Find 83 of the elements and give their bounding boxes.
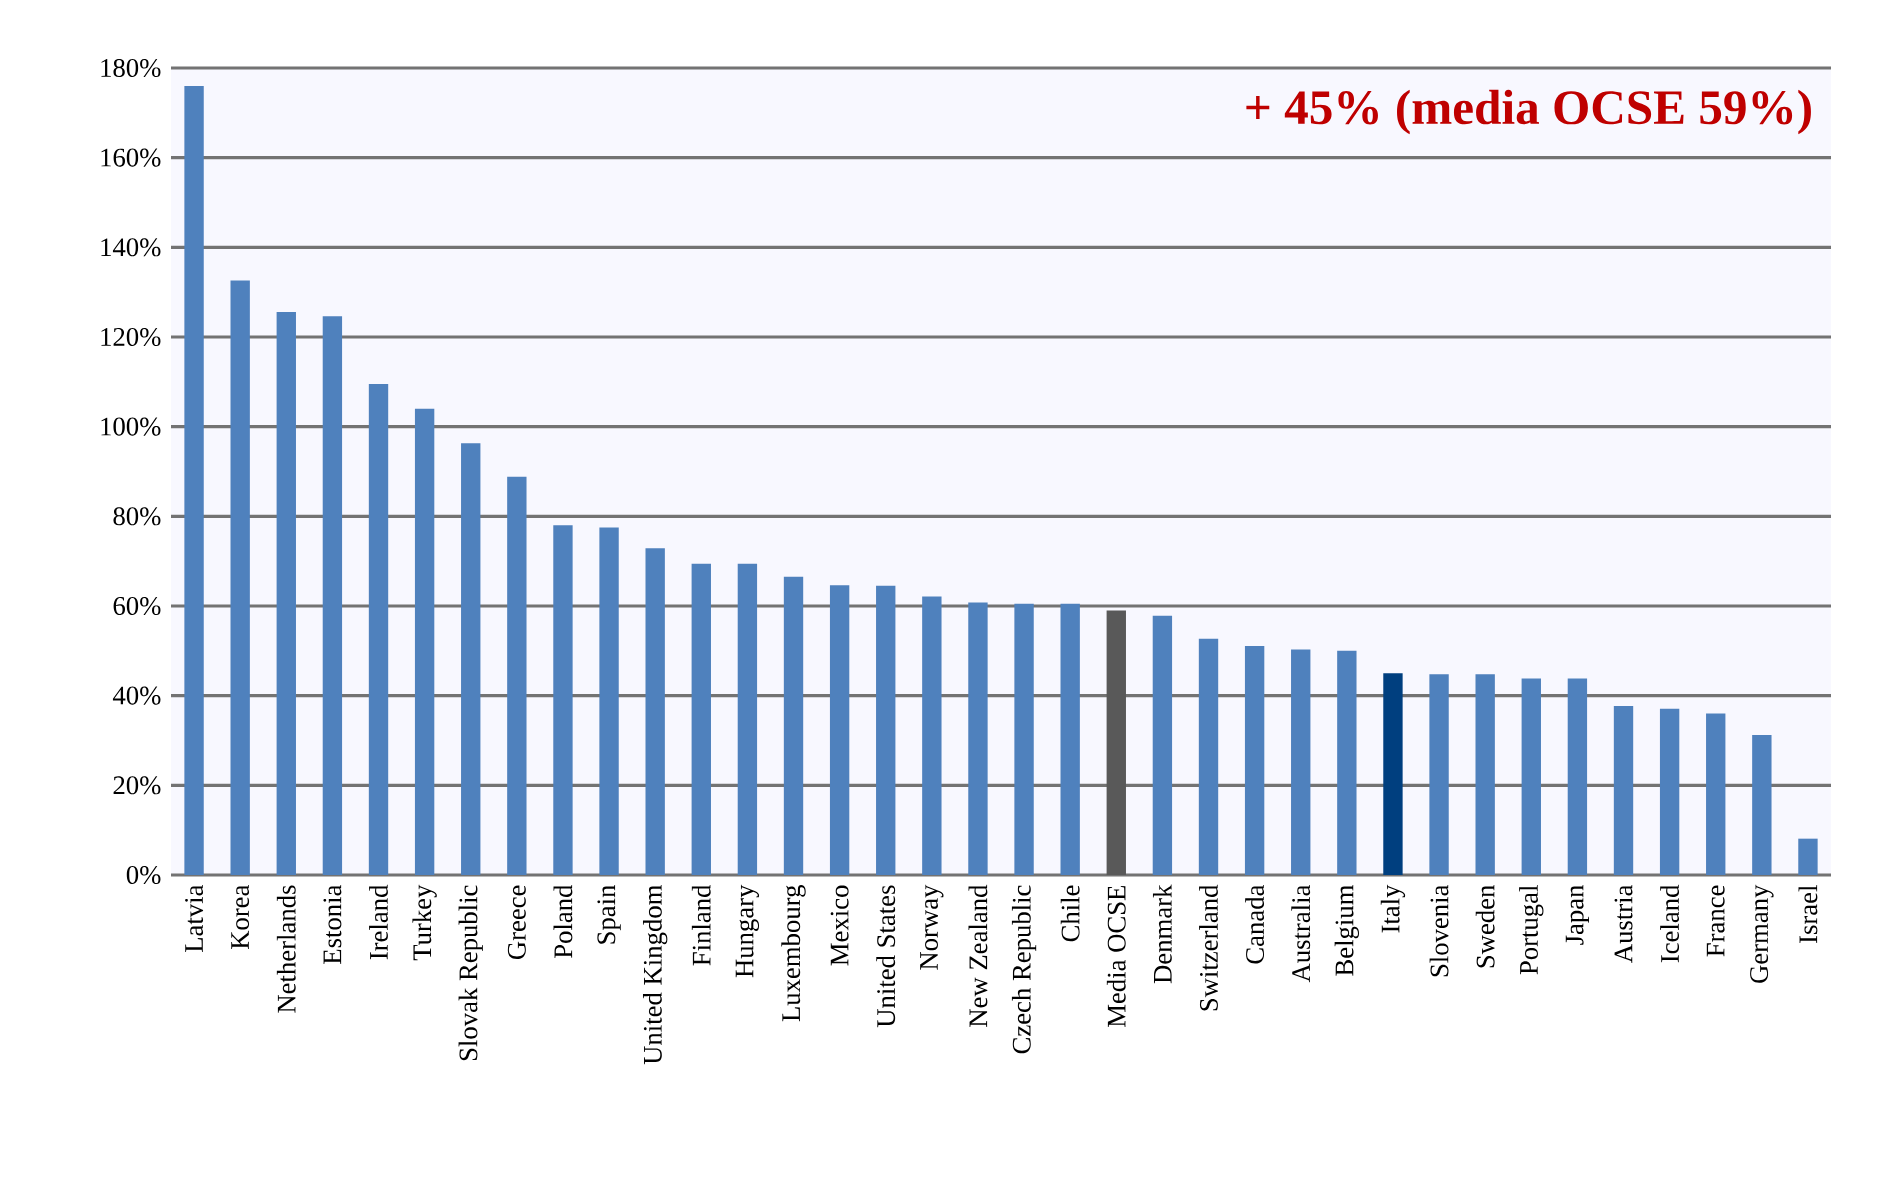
bar: [829, 585, 850, 875]
x-tick-label: Iceland: [1660, 884, 1680, 963]
bar: [876, 585, 896, 875]
x-tick-label: Japan: [1565, 884, 1589, 945]
x-tick-label: Greece: [507, 885, 526, 960]
bar: [507, 476, 527, 875]
bar: [1106, 610, 1126, 875]
x-tick-label: Switzerland: [1199, 884, 1218, 1011]
bar: [322, 316, 343, 875]
x-tick-label: Netherlands: [276, 885, 296, 1013]
bar: [461, 443, 481, 875]
bar: [645, 548, 665, 875]
bar: [1060, 603, 1080, 875]
bar: [737, 563, 758, 875]
bar: [1337, 650, 1357, 875]
x-tick-label: Italy: [1380, 884, 1406, 933]
x-tick-label: Poland: [553, 884, 573, 959]
x-tick-label: Hungary: [735, 884, 760, 978]
bar: [1014, 603, 1034, 875]
y-tick-label: 40%: [112, 686, 161, 705]
bar: [1244, 645, 1265, 875]
x-tick-label: Germany: [1750, 884, 1774, 983]
bar: [414, 408, 435, 875]
bar: [599, 527, 619, 875]
x-tick-label: Latvia: [185, 884, 204, 953]
x-tick-label: Media OCSE: [1106, 885, 1126, 1028]
bar: [1291, 649, 1311, 875]
x-tick-label: Turkey: [412, 884, 437, 961]
bar: [1567, 678, 1588, 875]
bar: [1429, 674, 1449, 875]
x-tick-label: Slovak Republic: [458, 885, 483, 1061]
y-tick-label: 80%: [113, 507, 161, 526]
x-tick-label: France: [1706, 885, 1725, 957]
bar: [1659, 708, 1680, 875]
x-tick-label: Luxembourg: [781, 885, 806, 1022]
bar: [691, 563, 711, 875]
bar: [1152, 615, 1173, 875]
bar: [1798, 838, 1818, 875]
x-tick-label: New Zealand: [968, 884, 988, 1027]
x-tick-label: Mexico: [830, 885, 849, 966]
annotation: + 45% (media OCSE 59%): [1246, 89, 1811, 135]
bar: [1521, 678, 1541, 875]
bar: [553, 525, 573, 875]
y-tick-label: 60%: [113, 596, 161, 616]
bar: [184, 85, 204, 875]
x-tick-label: Korea: [231, 884, 250, 950]
y-tick-label: 140%: [101, 238, 161, 257]
x-tick-label: Czech Republic: [1011, 885, 1037, 1054]
bar: [1613, 705, 1634, 875]
x-tick-label: Slovenia: [1429, 884, 1449, 977]
bar: [1198, 638, 1219, 875]
x-tick-label: Austria: [1614, 884, 1633, 963]
bar: [230, 280, 250, 875]
bar: [922, 596, 942, 875]
bar: [1752, 735, 1772, 875]
x-tick-label: Estonia: [323, 884, 342, 964]
x-tick-label: Sweden: [1475, 885, 1495, 968]
y-tick-label: 160%: [101, 148, 161, 167]
y-tick-label: 180%: [101, 58, 161, 78]
y-tick-label: 100%: [101, 417, 161, 436]
bar: [783, 576, 804, 875]
x-tick-label: Portugal: [1519, 885, 1544, 975]
x-tick-label: Canada: [1245, 884, 1265, 964]
x-tick-label: Chile: [1060, 885, 1080, 942]
bar: [1383, 673, 1403, 875]
bar: [368, 384, 389, 875]
y-tick-label: 20%: [113, 776, 161, 795]
x-tick-label: Spain: [597, 884, 621, 944]
bar: [1706, 713, 1726, 875]
bar: [1475, 674, 1495, 875]
bar: [276, 311, 296, 875]
x-tick-label: Norway: [920, 884, 944, 970]
x-tick-label: Finland: [691, 884, 711, 966]
y-tick-label: 0%: [126, 865, 161, 885]
x-tick-label: United States: [876, 885, 896, 1028]
y-tick-label: 120%: [101, 327, 161, 347]
x-tick-label: Belgium: [1334, 884, 1360, 976]
x-tick-label: Ireland: [369, 884, 388, 960]
bar: [968, 602, 988, 875]
x-tick-label: Denmark: [1152, 884, 1172, 984]
x-tick-label: Australia: [1291, 884, 1311, 983]
x-tick-label: Israel: [1798, 885, 1818, 943]
x-tick-label: United Kingdom: [642, 884, 668, 1065]
